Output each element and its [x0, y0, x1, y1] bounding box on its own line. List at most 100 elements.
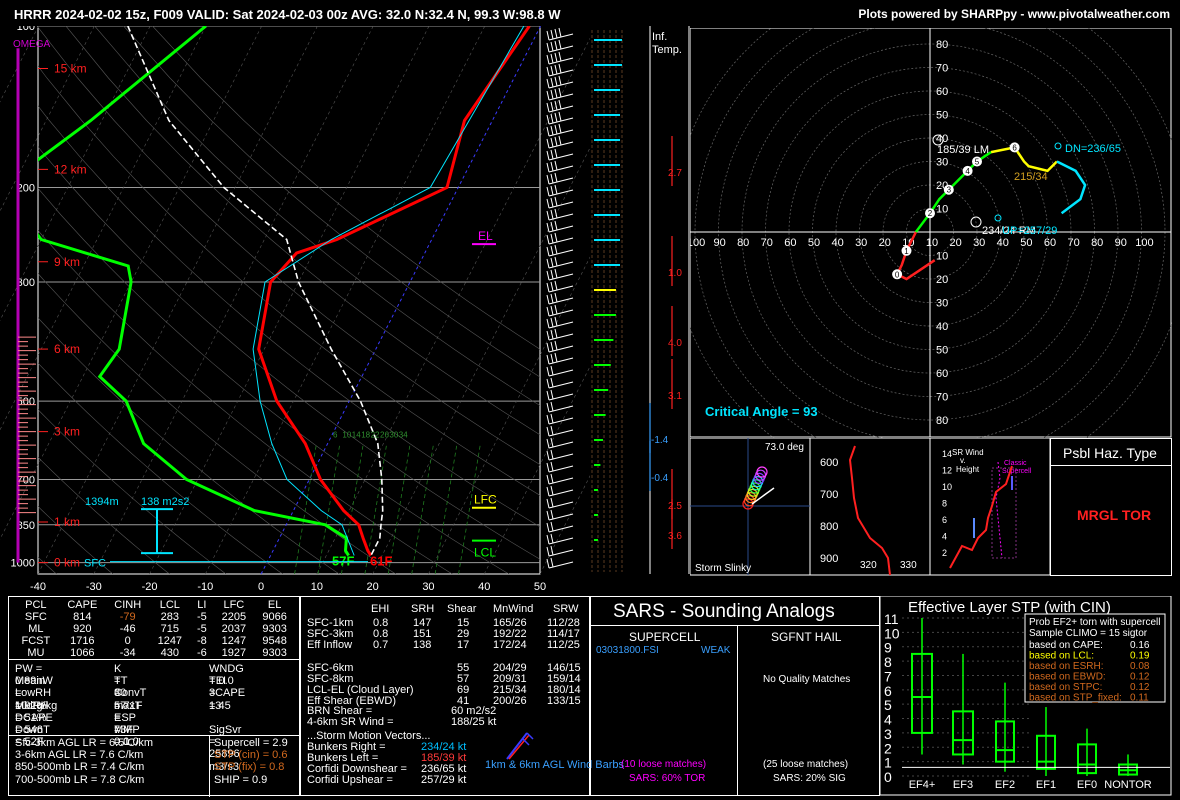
kinematics-cell: 138	[413, 639, 432, 652]
wind-barb-flag	[550, 509, 554, 520]
index-value: maxT = 73F	[114, 699, 142, 736]
kinematics-row: Bunkers Right = 234/24 kt	[307, 741, 587, 753]
wind-barb-flag	[546, 474, 550, 485]
mixing-ratio-line	[294, 443, 317, 574]
hodo-y-tick: 10	[936, 204, 948, 216]
lcl-label: LCL	[474, 546, 496, 560]
kinematics-cell: BRN Shear =	[307, 705, 373, 717]
dry-adiabat	[65, 26, 540, 436]
dry-adiabat	[38, 187, 509, 574]
index-value: ConvT = 71F	[114, 687, 147, 712]
kinematics-row: 4-6km SR Wind = 188/25 kt	[307, 716, 587, 728]
height-label: 3 km	[54, 425, 80, 439]
dry-adiabat	[38, 230, 453, 574]
hodo-x-tick: 50	[1020, 237, 1032, 249]
parcel-cell: 814	[73, 611, 92, 623]
wind-barb-flag	[554, 76, 558, 87]
srw-y-tick: 14	[942, 449, 952, 459]
wind-barb-flag	[550, 161, 554, 172]
srw-line	[949, 465, 1013, 569]
inf-value-label: 3.1	[668, 391, 682, 402]
hodo-y-tick: 10	[936, 251, 948, 263]
dry-adiabat	[38, 456, 170, 574]
stp-prob-row-value: 0.12	[1130, 672, 1150, 683]
wind-barb-flag	[550, 545, 554, 556]
wind-barb-flag	[550, 497, 554, 508]
wind-barb-flag	[550, 281, 554, 292]
kinematics-cell: Bunkers Right =	[307, 741, 386, 753]
inf-title-line2: Temp.	[652, 44, 682, 56]
wind-barb-flag	[550, 77, 554, 88]
temp-tick-label: -30	[86, 581, 102, 593]
wind-barb-flag	[546, 318, 550, 329]
dry-adiabat	[38, 65, 540, 496]
wind-barb-flag	[554, 244, 558, 255]
hodo-x-tick: 80	[737, 237, 749, 249]
wind-barb-flag	[550, 425, 554, 436]
wind-barb-flag	[554, 148, 558, 159]
inf-value-label: 1.0	[668, 268, 682, 279]
lapse-rate-value: 700-500mb LR = 7.8 C/km	[15, 773, 145, 786]
stp-prob-row-value: 0.08	[1130, 661, 1150, 672]
stp-y-tick: 5	[884, 697, 892, 713]
wind-barb-flag	[550, 89, 554, 100]
stp-box	[911, 652, 933, 734]
wind-barb-flag	[546, 210, 550, 221]
mixing-ratio-label: 30	[389, 431, 398, 440]
wind-barb-flag	[550, 173, 554, 184]
kinematics-header: EHI SRH Shear MnWind SRW	[307, 603, 587, 615]
mixing-ratio-line	[458, 443, 481, 574]
srw-legend-4: Classic	[1004, 460, 1027, 467]
wind-barb-flag	[550, 209, 554, 220]
kinematics-cell: 17	[457, 639, 470, 652]
stp-prob-row-value: 0.11	[1130, 693, 1149, 704]
parcel-col-header: CAPE	[67, 599, 98, 611]
temp-tick-label: -10	[197, 581, 213, 593]
theta-e-panel: 600 700 800 900 320 330	[810, 438, 930, 576]
wind-barb-flag	[558, 27, 562, 38]
slinky-label: Storm Slinky	[695, 563, 751, 574]
wind-barb-flag	[546, 558, 550, 569]
srw-y-tick: 10	[942, 482, 952, 492]
parcel-cell: 9066	[262, 611, 287, 623]
temp-tick-label: 30	[422, 581, 434, 593]
dry-adiabat	[38, 273, 396, 574]
pressure-tick-label: 1000	[11, 558, 35, 570]
kinematics-cell: 69	[457, 684, 470, 697]
srw-y-tick: 8	[942, 499, 947, 509]
kinematics-row: SFC-1km 0.8 147 15 165/26 112/28	[307, 617, 587, 629]
index-value: 3CAPE = 45	[209, 687, 246, 712]
wind-barb-flag	[550, 29, 554, 40]
kinematics-row: Corfidi Upshear = 257/29 kt	[307, 774, 587, 786]
isotherm	[428, 256, 590, 575]
el-label: EL	[478, 229, 493, 243]
kinematics-cell: 200/26	[493, 695, 527, 708]
kinematics-cell: SFC-8km	[307, 673, 354, 685]
wind-barb-flag	[550, 377, 554, 388]
parcel-cell: 2205	[221, 611, 247, 623]
stp-y-tick: 11	[884, 611, 899, 627]
skewt-dewpoint-line	[38, 26, 350, 557]
wind-barb-flag	[546, 54, 550, 65]
hodo-x-tick: 30	[973, 237, 985, 249]
parcel-cell: 920	[73, 623, 92, 635]
stp-prob-row-label: based on STP_fixed:	[1029, 693, 1122, 704]
stp-prob-box	[1024, 613, 1166, 703]
hodo-trace	[1056, 160, 1087, 215]
pressure-tick-label: 300	[17, 277, 35, 289]
kinematics-cell: EHI	[371, 603, 390, 615]
parcel-cell: -5	[196, 623, 207, 635]
height-label: 1 km	[54, 515, 80, 529]
parcel-table: PCL CAPE CINH LCL LI LFC EL SFC 814 -79 283 -5 2205…	[13, 599, 295, 659]
temp-tick-label: 40	[478, 581, 490, 593]
stp-y-tick: 0	[884, 769, 892, 785]
stp-prob-subtitle: Sample CLIMO = 15 sigtor	[1029, 628, 1148, 639]
wind-barb-flag	[546, 414, 550, 425]
wind-barb-flag	[546, 162, 550, 173]
hodo-y-tick: 70	[936, 392, 948, 404]
hodo-y-tick: 50	[936, 110, 948, 122]
wind-barb-flag	[554, 304, 558, 315]
kinematics-cell: 159/14	[547, 673, 581, 685]
stp-y-tick: 10	[884, 625, 900, 641]
